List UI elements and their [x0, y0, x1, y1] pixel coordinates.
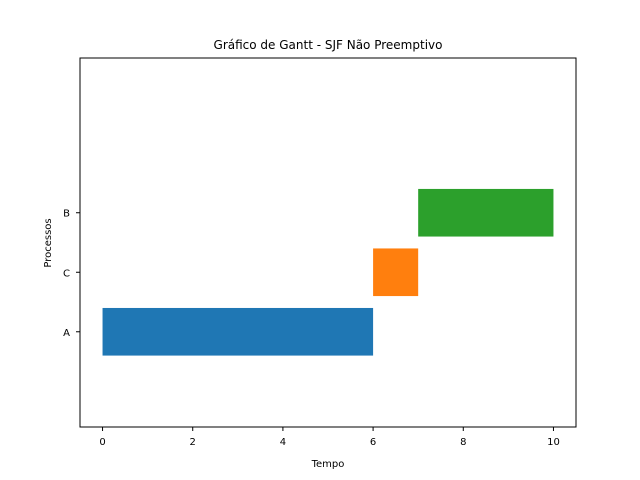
- y-axis: A C B: [63, 209, 80, 339]
- x-tick-label: 4: [280, 437, 286, 448]
- plot-frame: [79, 57, 577, 428]
- y-tick-label-a: A: [63, 328, 70, 339]
- x-tick-label: 0: [99, 437, 105, 448]
- y-tick-label-b: B: [63, 209, 70, 220]
- chart-title: Gráfico de Gantt - SJF Não Preemptivo: [214, 38, 443, 52]
- x-axis-label: Tempo: [311, 459, 345, 470]
- y-axis-label: Processos: [43, 218, 54, 267]
- x-axis: 0 2 4 6 8 10: [99, 427, 560, 448]
- y-tick-label-c: C: [63, 268, 70, 279]
- bar-a: [102, 307, 374, 356]
- x-tick-label: 2: [190, 437, 196, 448]
- x-tick-label: 6: [370, 437, 376, 448]
- bars-layer: [102, 188, 554, 356]
- bar-c: [373, 248, 419, 297]
- bar-b: [418, 188, 554, 237]
- x-tick-label: 8: [460, 437, 466, 448]
- x-tick-label: 10: [547, 437, 560, 448]
